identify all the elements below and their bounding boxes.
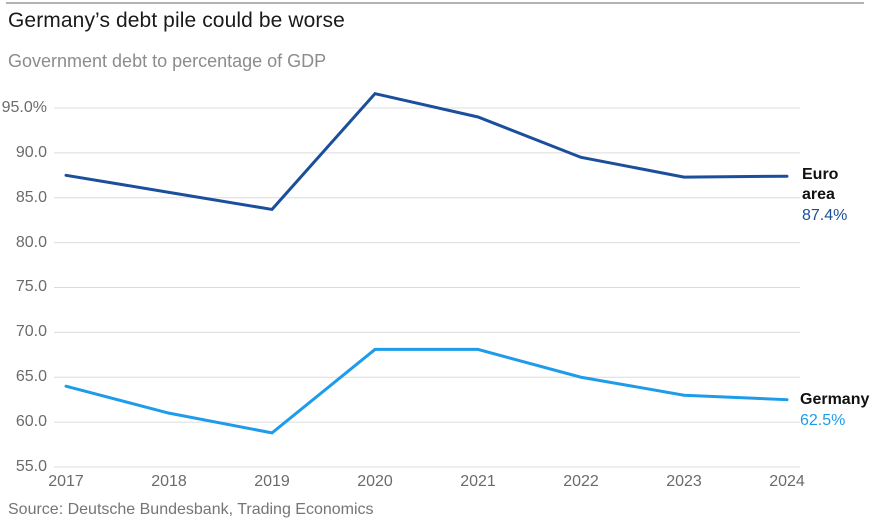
series-line-germany [64,347,789,435]
y-tick-label: 85.0 [15,189,47,206]
y-tick-label: 75.0 [15,278,47,295]
x-tick-label: 2017 [48,473,84,490]
x-tick-label: 2021 [460,473,496,490]
source-note: Source: Deutsche Bundesbank, Trading Eco… [8,501,374,518]
y-tick-label: 95.0% [1,99,47,116]
y-tick-label: 80.0 [15,234,47,251]
series-value-euro-area: 87.4% [802,207,848,224]
y-tick-label: 65.0 [15,368,47,385]
x-tick-label: 2018 [151,473,187,490]
y-tick-label: 90.0 [15,144,47,161]
x-tick-label: 2023 [666,473,702,490]
y-tick-label: 60.0 [15,413,47,430]
series-name-euro-area: Euro area [802,166,839,203]
series-value-germany: 62.5% [800,412,846,429]
series-label-euro-area: Euro area 87.4% [802,165,866,226]
series-line-euro-area [64,91,789,212]
series-name-germany: Germany [800,391,870,408]
x-tick-label: 2019 [254,473,290,490]
chart-title: Germany’s debt pile could be worse [8,9,345,32]
x-tick-label: 2022 [563,473,599,490]
y-tick-label: 70.0 [15,323,47,340]
x-tick-label: 2020 [357,473,393,490]
chart-subtitle: Government debt to percentage of GDP [8,51,327,71]
top-rule [6,2,864,4]
series-label-germany: Germany 62.5% [800,390,890,431]
x-tick-label: 2024 [769,473,805,490]
y-tick-label: 55.0 [15,458,47,475]
